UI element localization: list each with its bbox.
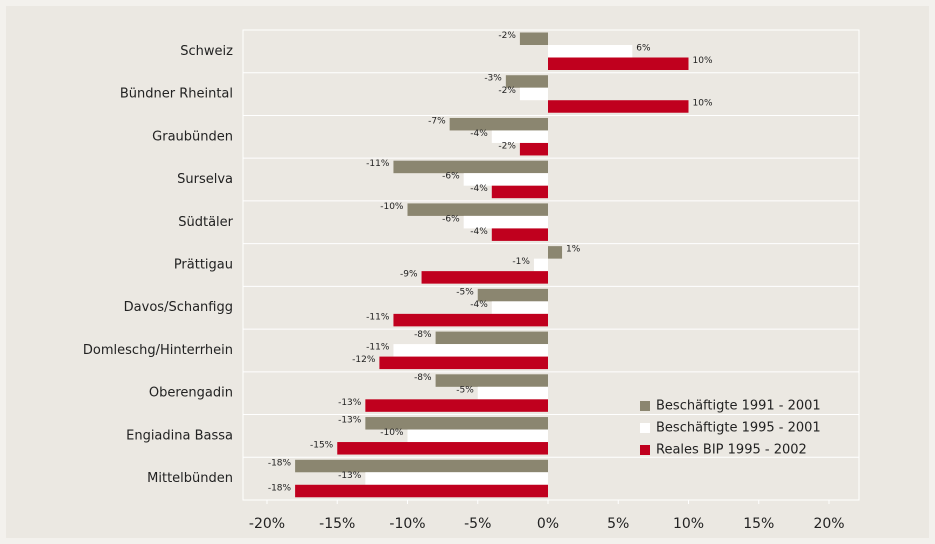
value-label: -13% <box>338 471 362 481</box>
bar <box>505 75 548 88</box>
bar <box>393 160 548 174</box>
bar <box>407 429 548 443</box>
bar <box>421 271 548 284</box>
x-tick-label: -15% <box>319 516 355 532</box>
bar <box>295 484 548 498</box>
bar <box>393 344 548 357</box>
x-tick-label: -20% <box>249 516 285 532</box>
value-label: 10% <box>693 99 713 109</box>
legend-label: Beschäftigte 1995 - 2001 <box>656 421 821 436</box>
x-tick-label: -5% <box>464 516 491 532</box>
value-label: -18% <box>268 483 292 493</box>
legend-swatch <box>640 423 650 433</box>
value-label: -8% <box>414 330 432 340</box>
value-label: -11% <box>366 343 390 353</box>
bar <box>477 386 548 400</box>
value-label: -3% <box>484 74 502 84</box>
value-label: -2% <box>498 141 516 151</box>
bar <box>519 142 548 156</box>
value-label: -11% <box>366 312 390 322</box>
bar <box>548 246 563 259</box>
value-label: -6% <box>442 172 460 182</box>
bar <box>519 87 548 101</box>
bar <box>463 215 548 229</box>
bar <box>449 117 548 131</box>
value-label: 1% <box>566 245 581 255</box>
value-label: -4% <box>470 184 488 194</box>
legend-label: Beschäftigte 1991 - 2001 <box>656 399 821 414</box>
bar <box>548 100 689 113</box>
category-label: Schweiz <box>180 44 233 59</box>
bar <box>337 442 548 455</box>
value-label: -11% <box>366 159 390 169</box>
bar <box>407 203 548 216</box>
bar <box>491 228 548 241</box>
bar <box>491 301 548 314</box>
value-label: -8% <box>414 373 432 383</box>
value-label: 6% <box>636 44 651 54</box>
value-label: -2% <box>498 86 516 96</box>
value-label: -7% <box>428 116 446 126</box>
value-label: -6% <box>442 214 460 224</box>
bar <box>548 45 633 58</box>
bar <box>519 32 548 45</box>
legend-swatch <box>640 445 650 455</box>
category-label: Oberengadin <box>149 386 233 401</box>
value-label: -15% <box>310 441 334 451</box>
category-label: Graubünden <box>152 129 233 144</box>
category-label: Prättigau <box>174 258 233 273</box>
bar <box>435 374 548 387</box>
value-label: -12% <box>352 355 376 365</box>
x-tick-label: 20% <box>813 516 844 532</box>
x-tick-label: 15% <box>743 516 774 532</box>
value-label: -10% <box>380 428 404 438</box>
bar <box>379 356 548 370</box>
bar <box>533 258 548 272</box>
bar <box>463 173 548 186</box>
category-label: Mittelbünden <box>147 471 233 486</box>
value-label: -1% <box>512 257 530 267</box>
legend-swatch <box>640 401 650 411</box>
value-label: -10% <box>380 202 404 212</box>
bar <box>548 57 689 70</box>
value-label: -18% <box>268 458 292 468</box>
bar <box>435 331 548 345</box>
category-label: Surselva <box>177 172 233 187</box>
value-label: -9% <box>400 270 418 280</box>
bar <box>491 130 548 143</box>
value-label: -2% <box>498 31 516 41</box>
category-label: Engiadina Bassa <box>126 428 233 443</box>
value-label: -13% <box>338 398 362 408</box>
value-label: -4% <box>470 227 488 237</box>
x-tick-label: 5% <box>607 516 629 532</box>
value-label: -5% <box>456 385 474 395</box>
bar <box>393 313 548 327</box>
category-label: Bündner Rheintal <box>120 87 233 102</box>
bar <box>365 417 548 430</box>
bar <box>365 472 548 485</box>
category-label: Davos/Schanfigg <box>124 300 233 315</box>
value-label: -4% <box>470 129 488 139</box>
value-label: 10% <box>693 56 713 66</box>
category-label: Domleschg/Hinterrhein <box>83 343 233 358</box>
legend-label: Reales BIP 1995 - 2002 <box>656 443 807 458</box>
value-label: -5% <box>456 287 474 297</box>
category-label: Südtäler <box>178 215 233 230</box>
x-tick-label: 0% <box>537 516 559 532</box>
bar <box>477 288 548 302</box>
bar <box>295 459 548 473</box>
bar <box>491 185 548 199</box>
bar <box>365 399 548 412</box>
value-label: -13% <box>338 416 362 426</box>
x-tick-label: -10% <box>389 516 425 532</box>
value-label: -4% <box>470 300 488 310</box>
x-tick-label: 10% <box>673 516 704 532</box>
